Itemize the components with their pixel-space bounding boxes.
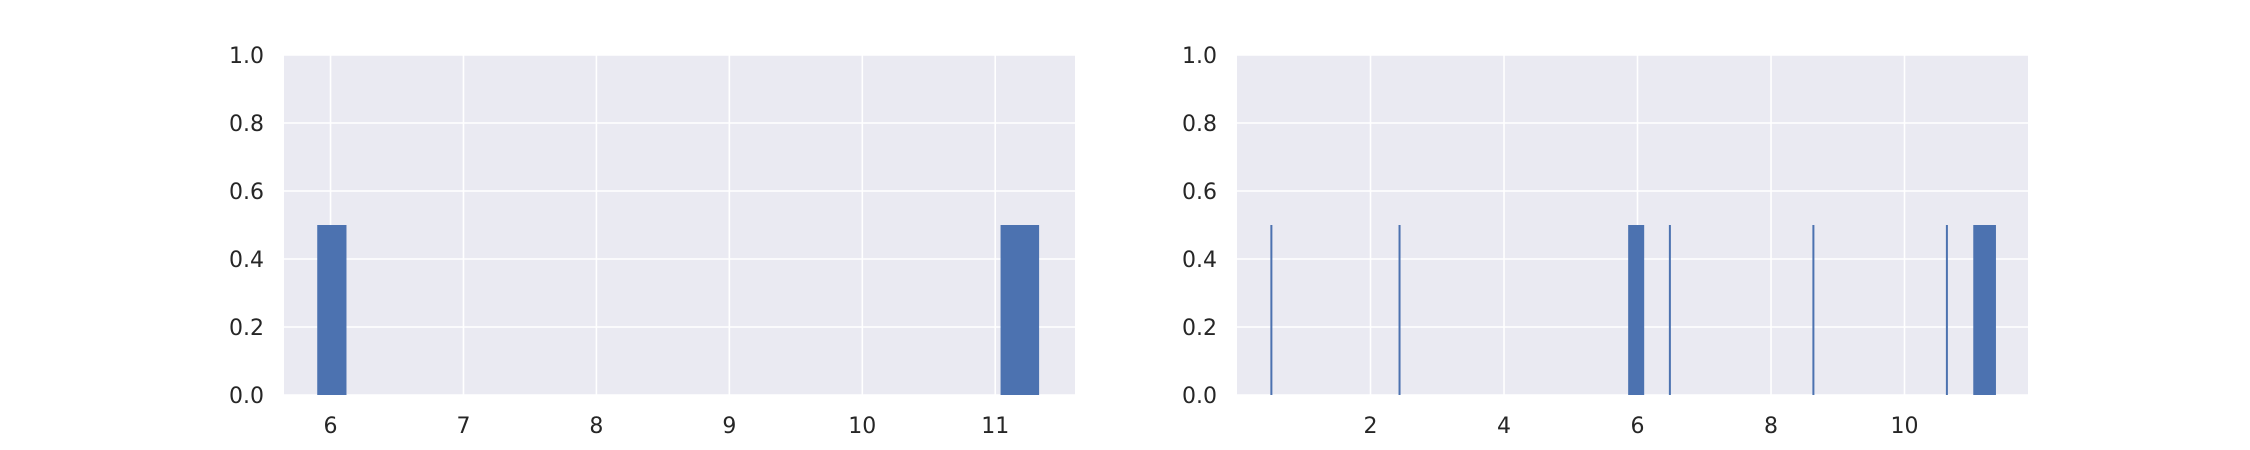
y-tick-label: 0.2	[229, 316, 264, 341]
y-tick-label: 1.0	[229, 44, 264, 69]
x-tick-label: 8	[589, 414, 603, 439]
y-tick-label: 0.8	[229, 112, 264, 137]
x-tick-label: 6	[324, 414, 338, 439]
bar	[1000, 225, 1040, 395]
x-tick-label: 10	[1891, 414, 1919, 439]
bar	[1398, 225, 1401, 395]
x-tick-label: 2	[1364, 414, 1378, 439]
bar	[1668, 225, 1671, 395]
bar	[317, 225, 347, 395]
y-tick-label: 0.8	[1182, 112, 1217, 137]
bar	[1628, 225, 1645, 395]
y-tick-label: 0.6	[1182, 180, 1217, 205]
x-tick-label: 8	[1764, 414, 1778, 439]
chart-right: 0.0 0.2 0.4 0.6 0.8 1.0 2 4 6 8 10	[1182, 44, 2028, 439]
y-tick-label: 0.2	[1182, 316, 1217, 341]
y-tick-label: 0.0	[229, 384, 264, 409]
x-tick-label: 4	[1497, 414, 1511, 439]
x-tick-label: 7	[456, 414, 470, 439]
bar	[1270, 225, 1273, 395]
bar	[1945, 225, 1948, 395]
chart-left: 0.0 0.2 0.4 0.6 0.8 1.0 6 7 8 9 10 11	[229, 44, 1075, 439]
x-tick-label: 9	[722, 414, 736, 439]
x-tick-label: 11	[981, 414, 1009, 439]
y-tick-label: 0.4	[1182, 248, 1217, 273]
y-tick-label: 0.0	[1182, 384, 1217, 409]
x-tick-label: 6	[1631, 414, 1645, 439]
y-tick-label: 0.6	[229, 180, 264, 205]
bar	[1812, 225, 1815, 395]
y-tick-label: 1.0	[1182, 44, 1217, 69]
y-tick-label: 0.4	[229, 248, 264, 273]
plot-area	[284, 55, 1075, 395]
x-tick-label: 10	[848, 414, 876, 439]
bar	[1973, 225, 1996, 395]
